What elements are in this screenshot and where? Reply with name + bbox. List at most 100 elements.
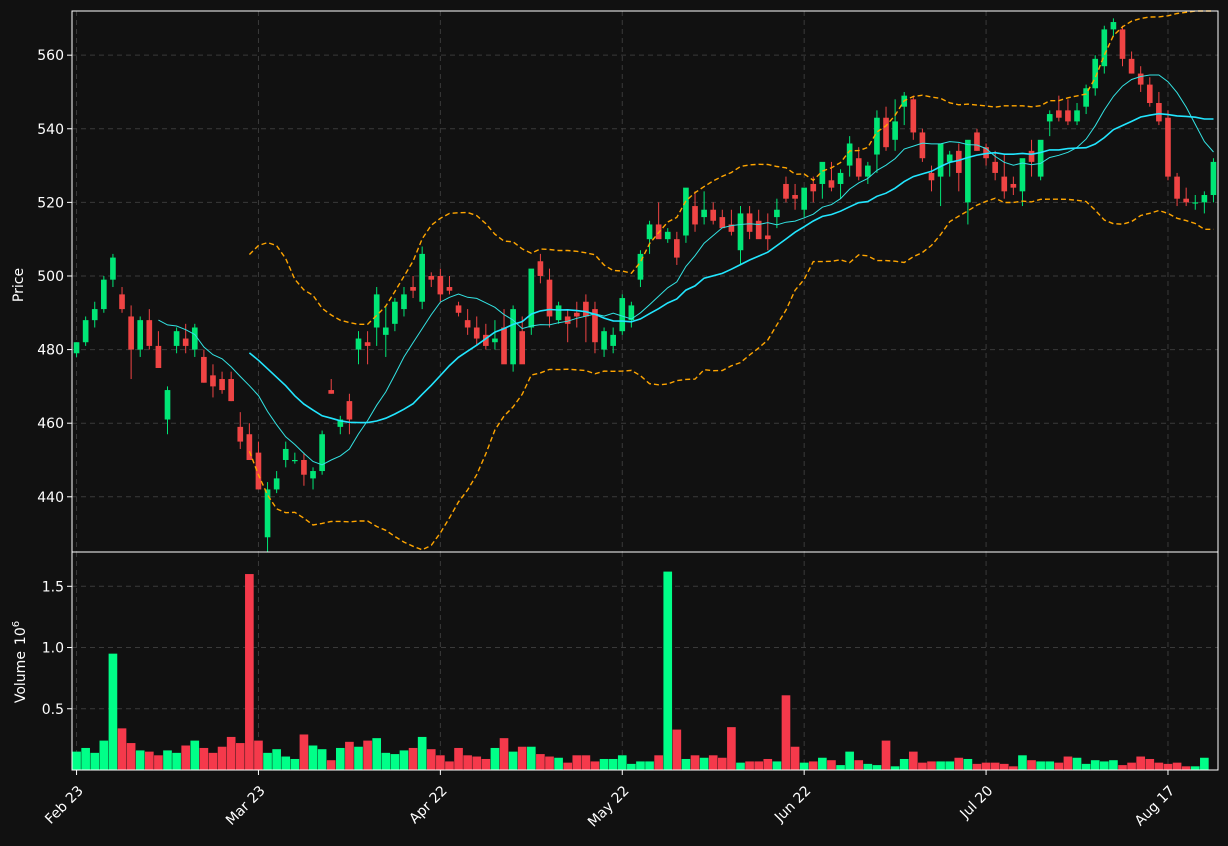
volume-bar	[818, 757, 827, 770]
candle-body	[1065, 110, 1071, 122]
candle-body	[401, 294, 407, 310]
candle-body	[819, 161, 826, 184]
candle	[583, 294, 589, 343]
volume-bar	[281, 756, 291, 770]
volume-bar	[354, 746, 363, 770]
volume-bar	[1099, 761, 1109, 770]
price-axis-label: Price	[11, 268, 27, 302]
candle-body	[1119, 29, 1126, 59]
candle-body	[437, 275, 444, 295]
price-grid	[72, 11, 1218, 552]
volume-bar	[154, 755, 163, 770]
candle	[628, 301, 635, 328]
price-tick-label: 560	[37, 48, 64, 64]
candle-body	[1101, 29, 1108, 67]
candle-body	[164, 390, 171, 420]
volume-bar	[972, 763, 982, 770]
candle-body	[728, 224, 735, 232]
candle-body	[1010, 183, 1017, 188]
candle	[373, 287, 380, 346]
candle-body	[965, 139, 971, 203]
candle	[446, 275, 453, 295]
candle	[519, 316, 526, 365]
candle-body	[764, 235, 771, 240]
candle-body	[73, 342, 80, 354]
candle-body	[828, 180, 835, 188]
candle	[410, 275, 416, 299]
volume-bar	[299, 734, 309, 770]
volume-bar	[372, 738, 382, 770]
candle	[1074, 103, 1080, 126]
volume-bar	[508, 751, 518, 770]
candle-body	[392, 301, 398, 324]
candle-body	[1201, 195, 1208, 203]
candle-body	[619, 298, 626, 332]
volume-bar	[908, 751, 918, 770]
candle-body	[883, 117, 889, 148]
candle	[610, 327, 616, 354]
candle	[946, 150, 953, 177]
price-tick-label: 440	[37, 490, 64, 506]
volume-bar	[608, 758, 618, 770]
candle-body	[865, 165, 871, 177]
candle-body	[974, 132, 980, 151]
candle-body	[210, 375, 216, 387]
candle-body	[946, 154, 953, 162]
volume-bar	[272, 749, 281, 770]
candle-body	[928, 172, 935, 181]
candle	[801, 187, 807, 218]
price-tick-label: 480	[37, 343, 64, 359]
candle-body	[737, 213, 744, 251]
candle-body	[310, 471, 316, 479]
candle	[1037, 139, 1044, 181]
candle	[746, 206, 753, 240]
candle	[273, 471, 280, 494]
candle	[455, 301, 462, 317]
volume-bar	[481, 758, 491, 770]
candle	[928, 165, 935, 192]
candle	[483, 323, 489, 350]
candle	[91, 301, 98, 328]
candle	[701, 191, 707, 225]
candle-body	[146, 320, 153, 346]
volume-bar	[445, 761, 454, 770]
volume-bar	[854, 760, 864, 770]
volume-bar	[108, 653, 118, 770]
candle-body	[755, 220, 762, 240]
volume-bar	[563, 762, 573, 770]
candle	[564, 309, 571, 343]
candle-body	[519, 331, 526, 365]
volume-bar	[863, 763, 873, 770]
candle-body	[173, 331, 180, 346]
candle-body	[1146, 84, 1153, 104]
candle-body	[328, 390, 335, 394]
candle-body	[191, 327, 198, 350]
volume-bar	[235, 743, 245, 770]
candle	[119, 287, 125, 313]
volume-bar	[463, 755, 472, 770]
volume-axis-unit: 10	[13, 627, 29, 645]
volume-bar	[126, 743, 136, 770]
volume-tick-label: 1.5	[42, 579, 64, 595]
candle-body	[455, 305, 462, 313]
volume-bar	[945, 761, 955, 770]
candle	[237, 412, 244, 449]
volume-bar	[417, 736, 427, 770]
candle	[555, 301, 562, 324]
volume-bar	[663, 571, 673, 770]
candle-body	[355, 338, 362, 350]
candle-body	[282, 448, 289, 460]
candle-body	[137, 320, 144, 350]
volume-bar	[426, 749, 436, 770]
candle-body	[874, 117, 880, 155]
candle-body	[473, 327, 480, 339]
volume-bar	[1181, 766, 1191, 770]
candle	[792, 183, 798, 210]
volume-bar	[999, 763, 1009, 770]
volume-bar	[963, 758, 973, 770]
volume-bar	[1063, 756, 1073, 770]
candle-body	[910, 99, 917, 133]
candle	[1183, 187, 1189, 207]
